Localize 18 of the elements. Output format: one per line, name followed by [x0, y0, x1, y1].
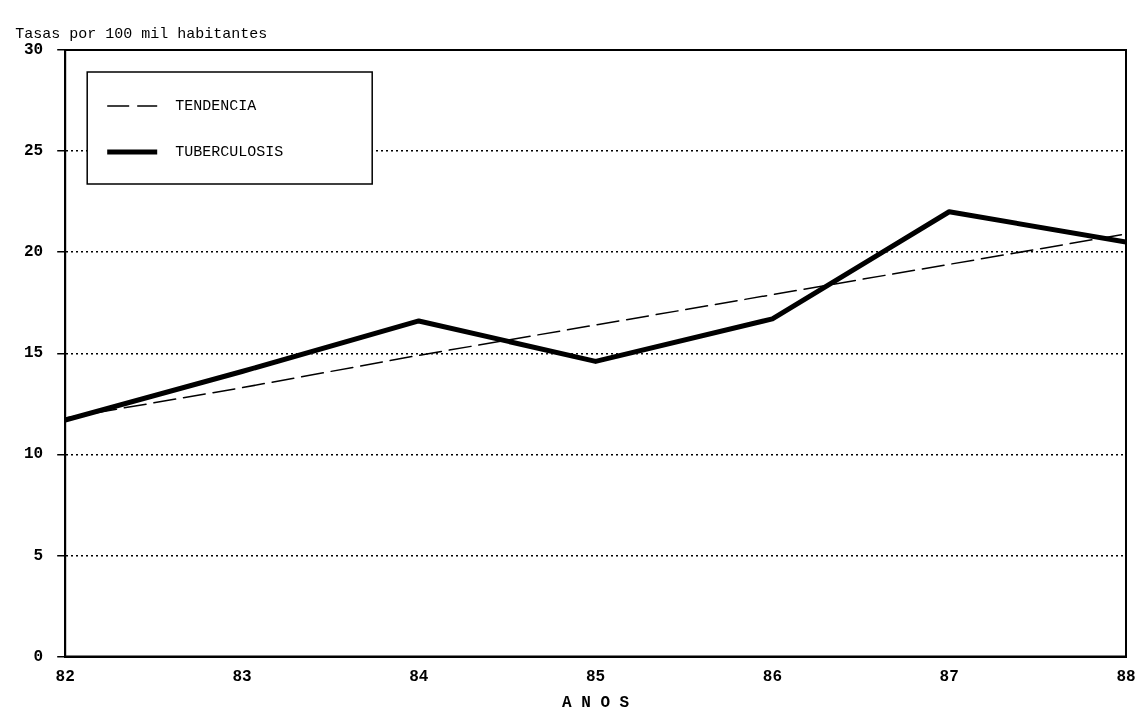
- x-tick-label: 84: [409, 668, 429, 687]
- x-axis-title: A N O S: [561, 694, 630, 713]
- legend-label: TENDENCIA: [175, 97, 257, 115]
- legend-label: TUBERCULOSIS: [175, 143, 284, 161]
- x-tick-label: 83: [232, 668, 252, 687]
- x-tick-label: 82: [55, 668, 75, 687]
- x-tick-label: 87: [939, 668, 959, 687]
- y-tick-label: 30: [24, 41, 44, 60]
- y-axis-title: Tasas por 100 mil habitantes: [15, 26, 268, 44]
- y-tick-label: 15: [24, 344, 44, 363]
- x-tick-label: 86: [762, 668, 782, 687]
- y-tick-label: 0: [33, 647, 44, 666]
- y-tick-label: 20: [24, 243, 44, 262]
- x-tick-label: 88: [1116, 668, 1136, 687]
- y-tick-label: 10: [24, 445, 44, 464]
- y-tick-label: 25: [24, 142, 44, 161]
- x-tick-label: 85: [586, 668, 606, 687]
- y-tick-label: 5: [33, 546, 44, 565]
